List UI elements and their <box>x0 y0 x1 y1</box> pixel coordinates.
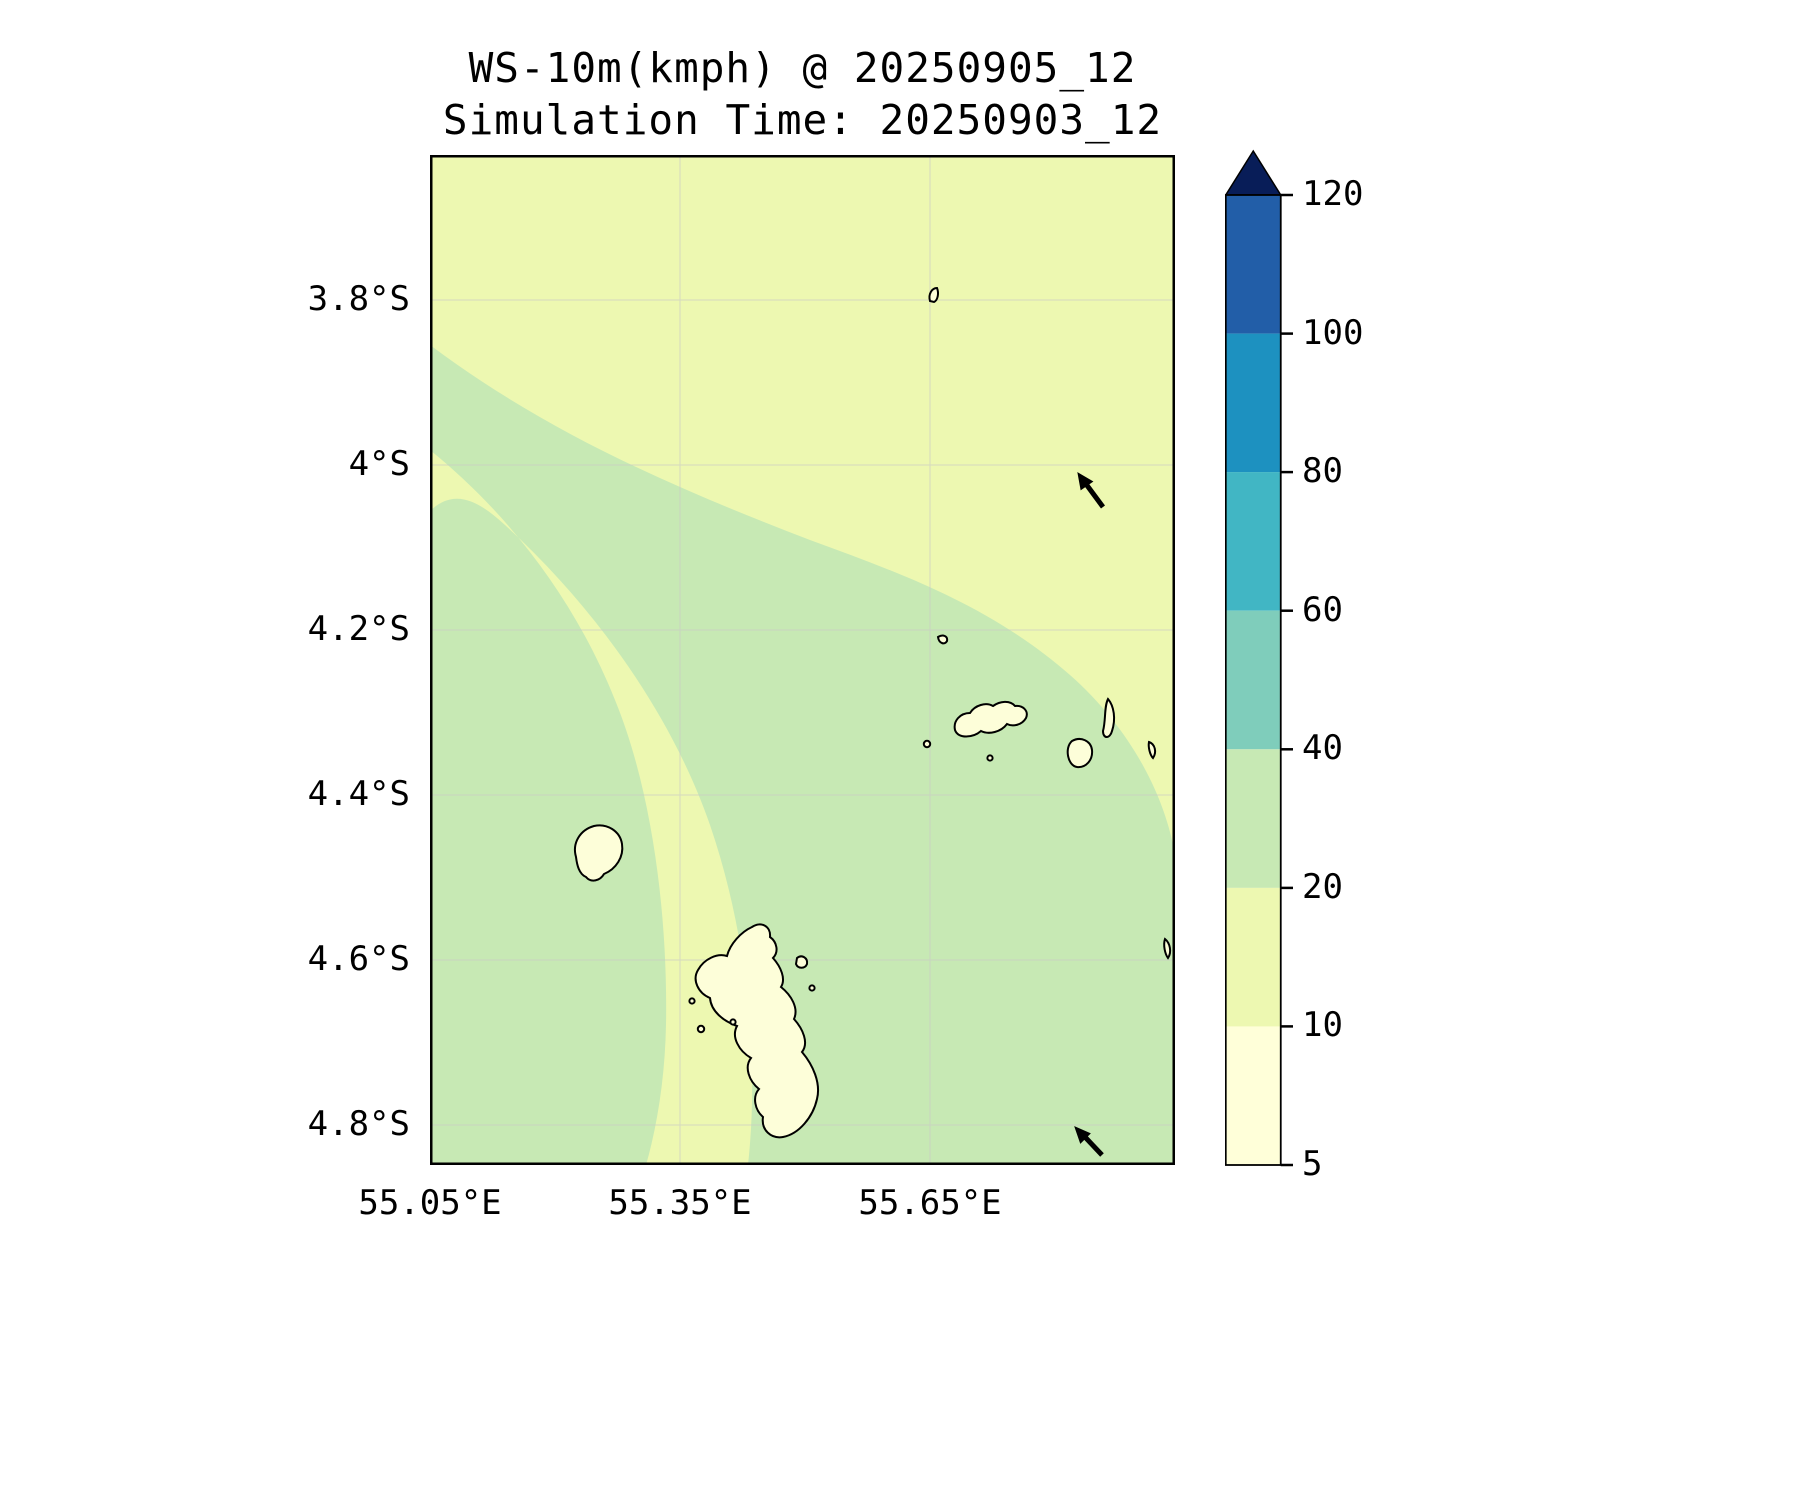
lat-tick-3.8s: 3.8°S <box>307 279 410 319</box>
lat-tick-4.8s: 4.8°S <box>307 1104 410 1144</box>
colorbar-segments <box>1225 195 1281 1165</box>
lat-tick-4s: 4°S <box>348 444 410 484</box>
colorbar-label-100: 100 <box>1302 313 1364 353</box>
islet-mahe-west-2 <box>696 1024 706 1034</box>
lat-tick-4.2s: 4.2°S <box>307 609 410 649</box>
wind-vector-arrows <box>1074 472 1106 1157</box>
colorbar-seg-60-80 <box>1225 472 1281 611</box>
plot-title: WS-10m(kmph) @ 20250905_12 Simulation Ti… <box>400 42 1205 146</box>
lat-tick-4.4s: 4.4°S <box>307 774 410 814</box>
islet-mahe-east-2 <box>808 984 816 992</box>
islet-small <box>936 634 949 645</box>
island-silhouette <box>574 824 624 882</box>
colorbar-label-5: 5 <box>1302 1144 1323 1184</box>
colorbar-label-40: 40 <box>1302 728 1343 768</box>
islet-right-edge <box>1163 937 1172 960</box>
coastlines <box>574 286 1172 1139</box>
map-border <box>430 155 1175 1165</box>
wind-arrow-head <box>1077 472 1094 491</box>
lon-tick-55.35e: 55.35°E <box>608 1183 752 1223</box>
map-plot <box>430 155 1175 1165</box>
wind-arrow-head <box>1074 1126 1091 1144</box>
colorbar-seg-5-10 <box>1225 1026 1281 1165</box>
colorbar-label-10: 10 <box>1302 1005 1343 1045</box>
lon-tick-55.65e: 55.65°E <box>858 1183 1002 1223</box>
colorbar-ticks <box>1280 193 1293 1167</box>
colorbar-label-80: 80 <box>1302 451 1343 491</box>
island-mahe <box>694 923 819 1139</box>
island-north-islet <box>928 286 939 304</box>
islet-mahe-west-1 <box>688 997 696 1005</box>
colorbar-extend-max-triangle <box>1225 149 1283 196</box>
island-la-digue <box>1066 738 1094 769</box>
islet-mahe-east-1 <box>794 955 809 969</box>
wind-arrow-shaft <box>1083 1135 1104 1157</box>
contour-band-10-20-strip <box>430 450 753 1165</box>
wind-arrow-northeast <box>1077 472 1106 509</box>
island-felicite <box>1101 697 1116 738</box>
colorbar-label-20: 20 <box>1302 867 1343 907</box>
colorbar-seg-100-120 <box>1225 195 1281 334</box>
colorbar-seg-80-100 <box>1225 333 1281 473</box>
island-praslin <box>953 700 1028 738</box>
colorbar-label-120: 120 <box>1302 174 1364 214</box>
plot-title-line2: Simulation Time: 20250903_12 <box>442 96 1163 144</box>
colorbar-label-60: 60 <box>1302 590 1343 630</box>
lat-tick-4.6s: 4.6°S <box>307 939 410 979</box>
colorbar <box>1225 149 1293 1167</box>
wind-arrow-shaft <box>1083 482 1106 509</box>
islet-near-praslin-south <box>986 754 994 762</box>
wind-arrow-southeast <box>1074 1126 1104 1157</box>
islet-near-praslin-west <box>922 739 932 749</box>
colorbar-seg-40-60 <box>1225 610 1281 750</box>
lon-tick-55.05e: 55.05°E <box>358 1183 502 1223</box>
islet-east-sliver <box>1147 740 1157 760</box>
colorbar-seg-20-40 <box>1225 749 1281 888</box>
colorbar-seg-10-20 <box>1225 887 1281 1027</box>
colorbar-outline <box>1225 194 1282 1166</box>
plot-title-line1: WS-10m(kmph) @ 20250905_12 <box>468 44 1137 92</box>
islet-mahe-west-3 <box>729 1018 737 1026</box>
